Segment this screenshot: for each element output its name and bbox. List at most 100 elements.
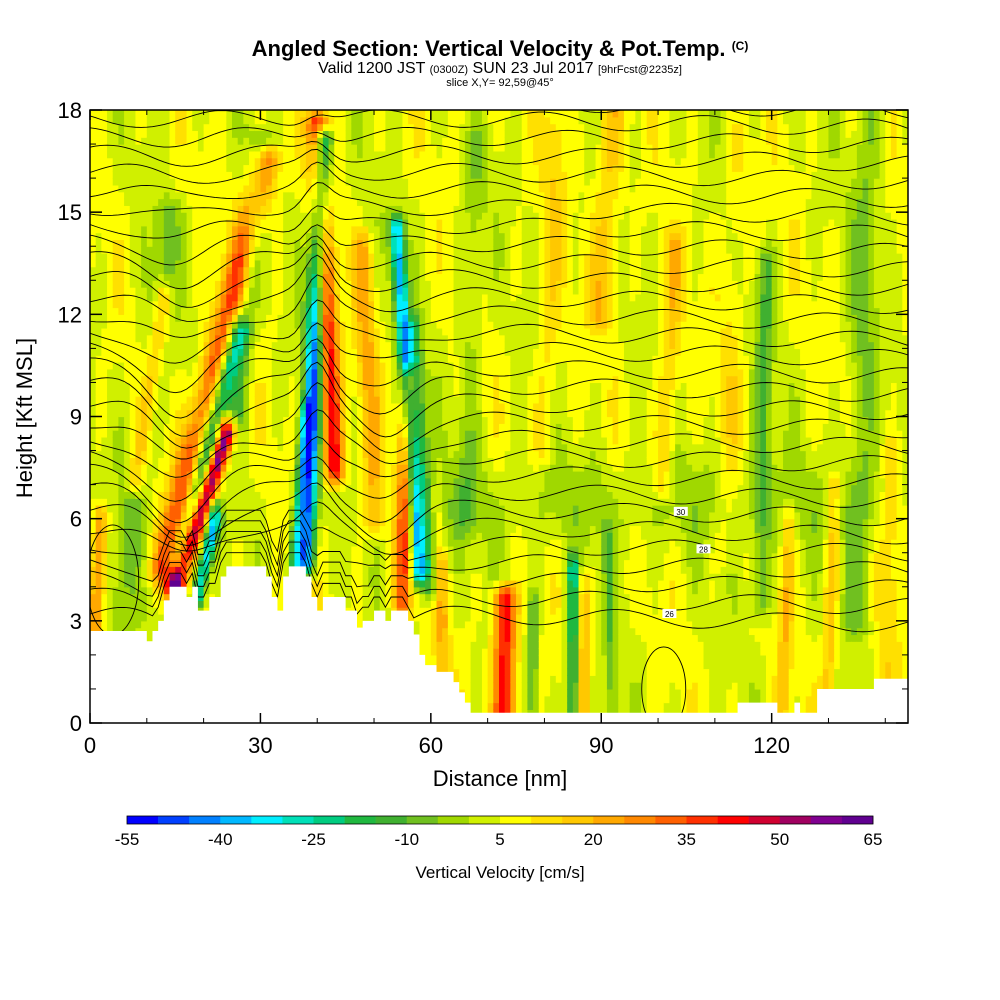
velocity-cell bbox=[334, 464, 341, 472]
velocity-cell bbox=[379, 157, 386, 166]
velocity-cell bbox=[203, 198, 210, 206]
velocity-cell bbox=[254, 273, 262, 281]
velocity-cell bbox=[135, 150, 142, 159]
velocity-cell bbox=[203, 464, 210, 472]
velocity-cell bbox=[214, 191, 222, 200]
velocity-cell bbox=[385, 375, 392, 384]
velocity-cell bbox=[271, 116, 279, 125]
velocity-cell bbox=[158, 402, 165, 411]
velocity-cell bbox=[232, 518, 239, 527]
velocity-cell bbox=[101, 205, 108, 213]
velocity-cell bbox=[152, 355, 159, 363]
velocity-cell bbox=[374, 552, 381, 561]
velocity-cell bbox=[197, 375, 205, 384]
velocity-cell bbox=[220, 409, 227, 418]
velocity-cell bbox=[311, 559, 318, 567]
velocity-cell bbox=[141, 246, 148, 254]
velocity-cell bbox=[175, 287, 182, 295]
velocity-cell bbox=[260, 280, 267, 288]
velocity-cell bbox=[197, 396, 205, 404]
velocity-cell bbox=[254, 409, 262, 418]
velocity-cell bbox=[322, 225, 330, 234]
velocity-cell bbox=[180, 253, 188, 261]
velocity-cell bbox=[124, 287, 131, 295]
velocity-cell bbox=[402, 593, 409, 601]
velocity-cell bbox=[271, 423, 279, 431]
velocity-cell bbox=[305, 375, 313, 384]
velocity-cell bbox=[385, 259, 392, 268]
velocity-cell bbox=[101, 287, 108, 295]
velocity-cell bbox=[249, 362, 256, 370]
velocity-cell bbox=[351, 450, 358, 458]
velocity-cell bbox=[95, 423, 102, 431]
velocity-cell bbox=[197, 423, 205, 431]
velocity-cell bbox=[317, 178, 324, 186]
velocity-cell bbox=[214, 307, 222, 315]
velocity-cell bbox=[328, 280, 335, 288]
velocity-cell bbox=[271, 184, 279, 193]
velocity-cell bbox=[175, 110, 182, 118]
velocity-cell bbox=[135, 607, 142, 615]
velocity-cell bbox=[266, 321, 273, 329]
velocity-cell bbox=[112, 150, 119, 159]
velocity-cell bbox=[169, 164, 176, 172]
velocity-cell bbox=[146, 491, 154, 499]
velocity-cell bbox=[277, 171, 284, 179]
velocity-cell bbox=[152, 559, 159, 567]
velocity-cell bbox=[129, 334, 137, 343]
velocity-cell bbox=[368, 184, 375, 193]
velocity-cell bbox=[158, 614, 165, 622]
velocity-cell bbox=[391, 389, 398, 397]
velocity-cell bbox=[220, 396, 227, 404]
velocity-cell bbox=[362, 600, 369, 608]
velocity-cell bbox=[249, 368, 256, 377]
velocity-cell bbox=[339, 110, 347, 118]
velocity-cell bbox=[237, 362, 244, 370]
velocity-cell bbox=[163, 477, 171, 486]
velocity-cell bbox=[288, 246, 296, 254]
velocity-cell bbox=[294, 396, 301, 404]
velocity-cell bbox=[220, 436, 227, 445]
velocity-cell bbox=[163, 355, 171, 363]
velocity-cell bbox=[232, 123, 239, 132]
velocity-cell bbox=[345, 327, 352, 336]
velocity-cell bbox=[374, 579, 381, 588]
velocity-cell bbox=[203, 362, 210, 370]
velocity-cell bbox=[294, 375, 301, 384]
velocity-cell bbox=[169, 321, 176, 329]
velocity-cell bbox=[158, 457, 165, 465]
velocity-cell bbox=[322, 191, 330, 200]
velocity-cell bbox=[197, 477, 205, 486]
velocity-cell bbox=[317, 218, 324, 227]
velocity-cell bbox=[294, 273, 301, 281]
velocity-cell bbox=[368, 321, 375, 329]
velocity-cell bbox=[101, 314, 108, 322]
velocity-cell bbox=[197, 573, 205, 581]
velocity-cell bbox=[254, 436, 262, 445]
velocity-cell bbox=[345, 178, 352, 186]
velocity-cell bbox=[163, 287, 171, 295]
velocity-cell bbox=[169, 123, 176, 132]
velocity-cell bbox=[362, 436, 369, 445]
velocity-cell bbox=[152, 389, 159, 397]
velocity-cell bbox=[146, 389, 154, 397]
velocity-cell bbox=[141, 511, 148, 520]
velocity-cell bbox=[118, 239, 125, 247]
velocity-cell bbox=[209, 436, 216, 445]
velocity-cell bbox=[112, 300, 119, 309]
velocity-cell bbox=[385, 130, 392, 138]
velocity-cell bbox=[118, 259, 125, 268]
velocity-cell bbox=[300, 348, 307, 356]
velocity-cell bbox=[351, 348, 358, 356]
velocity-cell bbox=[334, 518, 341, 527]
velocity-cell bbox=[374, 191, 381, 200]
velocity-cell bbox=[294, 464, 301, 472]
velocity-cell bbox=[112, 137, 119, 145]
velocity-cell bbox=[391, 327, 398, 336]
velocity-cell bbox=[118, 287, 125, 295]
velocity-cell bbox=[266, 334, 273, 343]
velocity-cell bbox=[186, 239, 193, 247]
velocity-cell bbox=[271, 443, 279, 452]
velocity-cell bbox=[294, 314, 301, 322]
velocity-cell bbox=[226, 545, 233, 554]
